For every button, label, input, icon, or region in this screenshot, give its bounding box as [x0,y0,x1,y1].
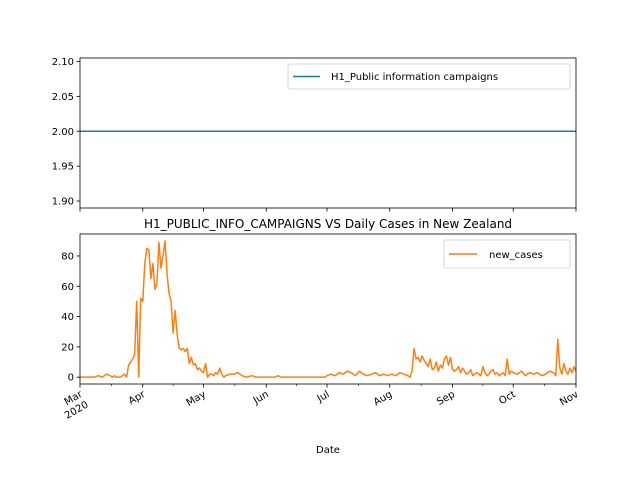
top-legend-box [287,63,571,90]
top-ytick-label: 2.05 [52,92,74,103]
top-plot-frame [79,57,577,209]
top-plot-x-ticks [79,208,577,212]
top-ytick-label: 2.00 [52,127,74,138]
bottom-plot: H1_PUBLIC_INFO_CAMPAIGNS VS Daily Cases … [61,217,580,456]
top-plot-legend: H1_Public information campaigns [287,63,571,90]
bottom-plot-y-ticks: 0 20 40 60 80 [61,251,80,384]
top-ytick-label: 2.10 [52,57,74,68]
top-plot: 1.90 1.95 2.00 2.05 2.10 H1_Public informati… [52,57,577,212]
bottom-ytick-label: 20 [61,342,74,353]
bottom-plot-frame [79,233,577,385]
top-ytick-label: 1.90 [52,197,74,208]
top-ytick-label: 1.95 [52,162,74,173]
bottom-plot-legend: new_cases [443,239,571,269]
bottom-ytick-label: 0 [68,373,74,384]
bottom-plot-lines [80,240,577,378]
bottom-ytick-label: 80 [61,251,74,262]
bottom-plot-title: H1_PUBLIC_INFO_CAMPAIGNS VS Daily Cases … [144,217,512,231]
bottom-ytick-label: 60 [61,282,74,293]
top-legend-label: H1_Public information campaigns [331,72,498,83]
bottom-plot-x-axis-label: Date [316,445,340,456]
bottom-legend-label: new_cases [489,250,543,261]
bottom-series-line [80,240,577,378]
top-plot-y-ticks: 1.90 1.95 2.00 2.05 2.10 [52,57,80,208]
bottom-legend-box [443,239,571,269]
bottom-ytick-label: 40 [61,312,74,323]
